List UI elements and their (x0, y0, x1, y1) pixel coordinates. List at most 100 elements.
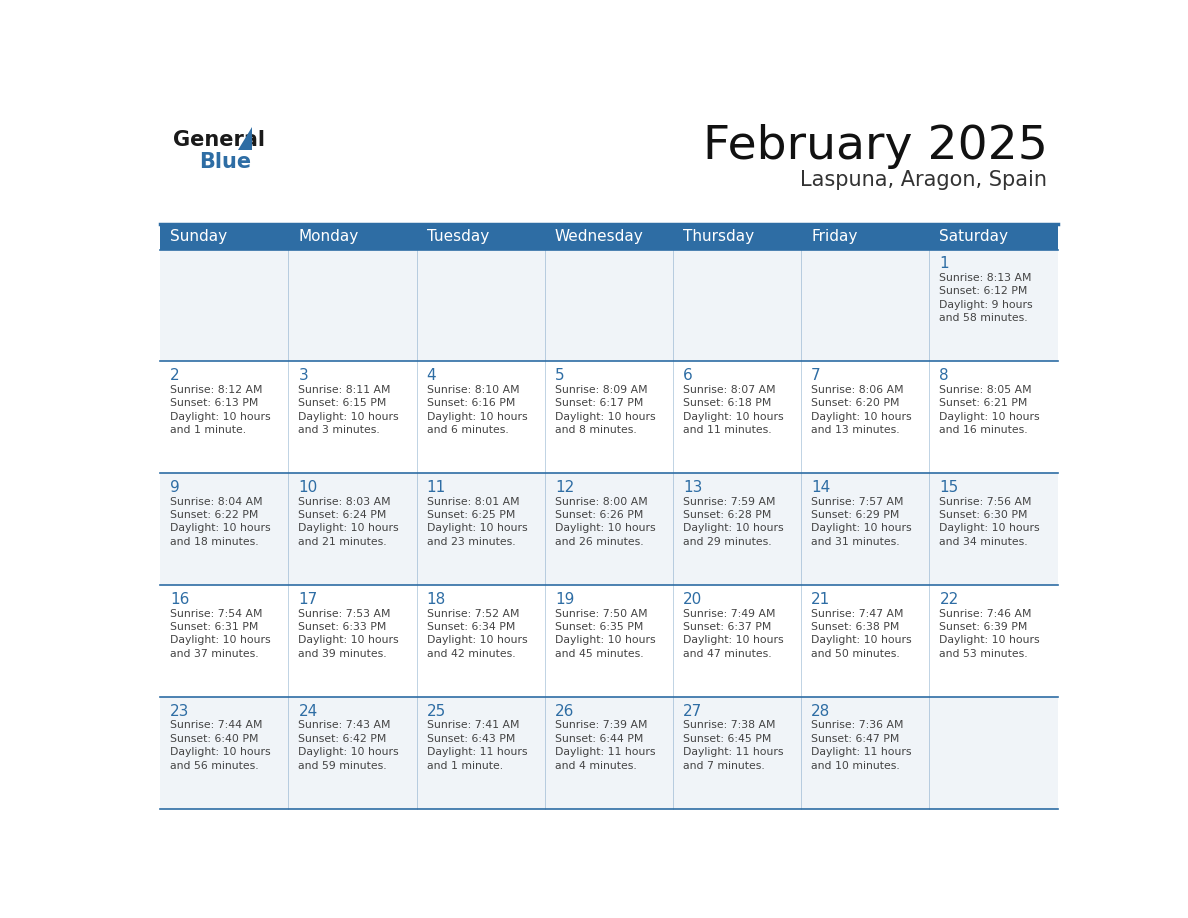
Text: and 13 minutes.: and 13 minutes. (811, 425, 899, 435)
Text: Sunrise: 7:44 AM: Sunrise: 7:44 AM (170, 721, 263, 731)
Text: Wednesday: Wednesday (555, 230, 644, 244)
Text: Daylight: 10 hours: Daylight: 10 hours (940, 523, 1040, 533)
Text: and 6 minutes.: and 6 minutes. (426, 425, 508, 435)
Text: 22: 22 (940, 592, 959, 608)
Bar (160, 224, 1057, 250)
Text: Sunset: 6:40 PM: Sunset: 6:40 PM (170, 733, 259, 744)
Text: Sunrise: 7:39 AM: Sunrise: 7:39 AM (555, 721, 647, 731)
Text: and 8 minutes.: and 8 minutes. (555, 425, 637, 435)
Text: Sunrise: 7:49 AM: Sunrise: 7:49 AM (683, 609, 776, 619)
Text: 9: 9 (170, 480, 179, 496)
Text: Tuesday: Tuesday (426, 230, 489, 244)
Text: Sunset: 6:17 PM: Sunset: 6:17 PM (555, 398, 643, 409)
Text: and 56 minutes.: and 56 minutes. (170, 761, 259, 771)
Text: and 42 minutes.: and 42 minutes. (426, 649, 516, 659)
Text: 8: 8 (940, 368, 949, 384)
Text: Sunset: 6:35 PM: Sunset: 6:35 PM (555, 622, 643, 632)
Text: Sunrise: 7:43 AM: Sunrise: 7:43 AM (298, 721, 391, 731)
Text: Thursday: Thursday (683, 230, 754, 244)
Text: Daylight: 10 hours: Daylight: 10 hours (940, 411, 1040, 421)
Text: Sunset: 6:37 PM: Sunset: 6:37 PM (683, 622, 771, 632)
Text: Daylight: 11 hours: Daylight: 11 hours (683, 747, 784, 757)
Text: Sunset: 6:47 PM: Sunset: 6:47 PM (811, 733, 899, 744)
Text: 16: 16 (170, 592, 190, 608)
Text: Sunrise: 7:54 AM: Sunrise: 7:54 AM (170, 609, 263, 619)
Text: Daylight: 10 hours: Daylight: 10 hours (683, 411, 784, 421)
Text: and 59 minutes.: and 59 minutes. (298, 761, 387, 771)
Text: Daylight: 10 hours: Daylight: 10 hours (555, 635, 656, 645)
Text: Sunday: Sunday (170, 230, 227, 244)
Text: Daylight: 10 hours: Daylight: 10 hours (298, 411, 399, 421)
Bar (160, 474, 1057, 586)
Text: Daylight: 10 hours: Daylight: 10 hours (298, 523, 399, 533)
Text: Sunset: 6:24 PM: Sunset: 6:24 PM (298, 510, 387, 520)
Text: and 31 minutes.: and 31 minutes. (811, 537, 899, 547)
Text: Daylight: 10 hours: Daylight: 10 hours (555, 411, 656, 421)
Text: and 18 minutes.: and 18 minutes. (170, 537, 259, 547)
Text: Sunset: 6:31 PM: Sunset: 6:31 PM (170, 622, 259, 632)
Text: Sunset: 6:30 PM: Sunset: 6:30 PM (940, 510, 1028, 520)
Text: Monday: Monday (298, 230, 359, 244)
Text: Daylight: 10 hours: Daylight: 10 hours (940, 635, 1040, 645)
Text: 13: 13 (683, 480, 702, 496)
Text: Sunrise: 7:56 AM: Sunrise: 7:56 AM (940, 497, 1032, 507)
Text: and 34 minutes.: and 34 minutes. (940, 537, 1028, 547)
Text: 10: 10 (298, 480, 317, 496)
Text: Sunrise: 7:52 AM: Sunrise: 7:52 AM (426, 609, 519, 619)
Text: and 26 minutes.: and 26 minutes. (555, 537, 644, 547)
Text: and 58 minutes.: and 58 minutes. (940, 313, 1028, 323)
Text: Daylight: 10 hours: Daylight: 10 hours (170, 523, 271, 533)
Text: Sunrise: 8:07 AM: Sunrise: 8:07 AM (683, 385, 776, 395)
Text: 27: 27 (683, 704, 702, 720)
Text: Sunset: 6:22 PM: Sunset: 6:22 PM (170, 510, 259, 520)
Text: 18: 18 (426, 592, 446, 608)
Text: and 50 minutes.: and 50 minutes. (811, 649, 901, 659)
Text: Sunrise: 7:50 AM: Sunrise: 7:50 AM (555, 609, 647, 619)
Text: 7: 7 (811, 368, 821, 384)
Bar (160, 362, 1057, 474)
Text: 21: 21 (811, 592, 830, 608)
Text: Daylight: 10 hours: Daylight: 10 hours (811, 635, 912, 645)
Text: Sunset: 6:16 PM: Sunset: 6:16 PM (426, 398, 514, 409)
Text: 4: 4 (426, 368, 436, 384)
Bar (160, 698, 1057, 810)
Text: and 7 minutes.: and 7 minutes. (683, 761, 765, 771)
Text: Sunset: 6:15 PM: Sunset: 6:15 PM (298, 398, 387, 409)
Text: Daylight: 10 hours: Daylight: 10 hours (298, 747, 399, 757)
Text: Daylight: 10 hours: Daylight: 10 hours (683, 635, 784, 645)
Text: Sunrise: 8:01 AM: Sunrise: 8:01 AM (426, 497, 519, 507)
Text: Daylight: 10 hours: Daylight: 10 hours (811, 411, 912, 421)
Text: and 11 minutes.: and 11 minutes. (683, 425, 772, 435)
Text: Sunrise: 8:13 AM: Sunrise: 8:13 AM (940, 273, 1032, 283)
Text: General: General (173, 130, 265, 151)
Text: Daylight: 9 hours: Daylight: 9 hours (940, 299, 1034, 309)
Text: Sunrise: 7:59 AM: Sunrise: 7:59 AM (683, 497, 776, 507)
Text: and 23 minutes.: and 23 minutes. (426, 537, 516, 547)
Text: 6: 6 (683, 368, 693, 384)
Text: Sunset: 6:34 PM: Sunset: 6:34 PM (426, 622, 514, 632)
Text: Daylight: 10 hours: Daylight: 10 hours (426, 523, 527, 533)
Text: 12: 12 (555, 480, 574, 496)
Text: February 2025: February 2025 (702, 124, 1048, 169)
Text: 28: 28 (811, 704, 830, 720)
Text: Daylight: 10 hours: Daylight: 10 hours (555, 523, 656, 533)
Text: Sunrise: 7:46 AM: Sunrise: 7:46 AM (940, 609, 1032, 619)
Text: Sunset: 6:43 PM: Sunset: 6:43 PM (426, 733, 514, 744)
Text: Daylight: 10 hours: Daylight: 10 hours (811, 523, 912, 533)
Bar (160, 250, 1057, 362)
Text: 19: 19 (555, 592, 574, 608)
Text: Sunrise: 7:38 AM: Sunrise: 7:38 AM (683, 721, 776, 731)
Text: Daylight: 11 hours: Daylight: 11 hours (426, 747, 527, 757)
Text: Laspuna, Aragon, Spain: Laspuna, Aragon, Spain (801, 170, 1048, 190)
Text: Sunset: 6:18 PM: Sunset: 6:18 PM (683, 398, 771, 409)
Text: Sunset: 6:26 PM: Sunset: 6:26 PM (555, 510, 643, 520)
Text: Sunset: 6:45 PM: Sunset: 6:45 PM (683, 733, 771, 744)
Text: Sunset: 6:29 PM: Sunset: 6:29 PM (811, 510, 899, 520)
Text: Sunrise: 7:53 AM: Sunrise: 7:53 AM (298, 609, 391, 619)
Text: Sunrise: 8:11 AM: Sunrise: 8:11 AM (298, 385, 391, 395)
Text: and 45 minutes.: and 45 minutes. (555, 649, 644, 659)
Text: 2: 2 (170, 368, 179, 384)
Text: and 1 minute.: and 1 minute. (170, 425, 246, 435)
Text: Daylight: 10 hours: Daylight: 10 hours (426, 411, 527, 421)
Text: Friday: Friday (811, 230, 858, 244)
